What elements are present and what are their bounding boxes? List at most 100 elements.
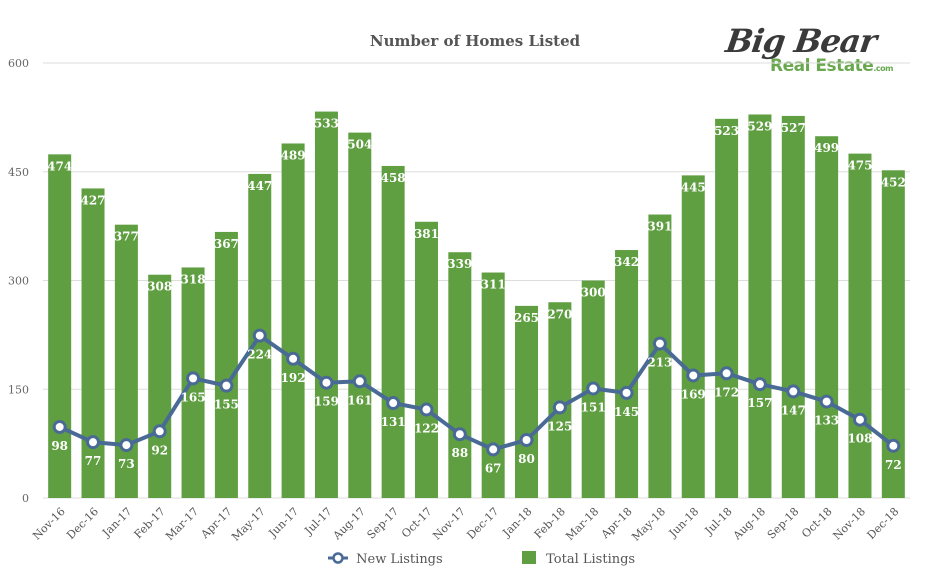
bar-Apr-17	[214, 231, 238, 499]
point-value-label: 169	[681, 387, 706, 401]
bar-Oct-17	[414, 221, 438, 498]
bar-Dec-17	[481, 272, 505, 498]
bar-value-label: 474	[47, 159, 72, 173]
x-tick-label: May-18	[629, 505, 668, 544]
bar-Aug-18	[748, 114, 772, 498]
bar-value-label: 270	[547, 307, 572, 321]
bar-value-label: 367	[214, 237, 239, 251]
point-Feb-18	[552, 400, 567, 415]
bar-value-label: 342	[614, 255, 639, 269]
bar-value-label: 339	[447, 257, 472, 271]
point-value-label: 224	[247, 348, 272, 362]
x-tick-label: Mar-18	[563, 505, 601, 543]
bar-value-label: 527	[781, 121, 806, 135]
bar-value-label: 311	[481, 278, 506, 292]
y-tick-label: 600	[8, 57, 29, 70]
bars-total-listings	[48, 111, 905, 499]
point-value-label: 165	[181, 390, 206, 404]
x-tick-label: Feb-18	[532, 505, 568, 541]
x-tick-label: Apr-18	[598, 505, 635, 542]
legend-total-listings: Total Listings	[522, 551, 635, 567]
point-value-label: 172	[714, 385, 739, 399]
bar-Jan-17	[114, 224, 138, 499]
line-new-listings	[52, 328, 901, 457]
x-tick-label: Aug-17	[330, 505, 368, 543]
point-value-label: 157	[747, 396, 772, 410]
x-tick-label: Apr-17	[198, 505, 235, 542]
big-bear-logo: Big Bear Real Estate.com	[722, 22, 912, 80]
point-value-label: 151	[581, 401, 606, 415]
point-value-label: 131	[381, 415, 406, 429]
chart-title: Number of Homes Listed	[369, 32, 581, 50]
y-tick-label: 150	[8, 383, 29, 396]
x-tick-label: Dec-18	[865, 505, 902, 542]
point-value-label: 77	[85, 454, 102, 468]
bar-Jun-18	[681, 175, 705, 498]
point-Jan-18	[519, 433, 534, 447]
legend-line-marker-icon	[328, 552, 348, 564]
point-value-label: 98	[51, 439, 68, 453]
point-value-label: 213	[647, 356, 672, 370]
bar-value-label: 452	[881, 175, 906, 189]
y-tick-label: 300	[8, 275, 29, 288]
bar-value-label: 391	[647, 220, 672, 234]
point-value-label: 133	[814, 414, 839, 428]
x-tick-label: Feb-17	[132, 505, 168, 541]
point-value-label: 192	[281, 371, 306, 385]
point-Nov-18	[852, 412, 867, 427]
point-value-label: 147	[781, 403, 806, 417]
bar-value-labels: 474 427 377 308 318 367 447 489 533 504 458 381 339 3…	[47, 117, 906, 325]
bar-Dec-16	[81, 188, 105, 499]
bar-Sep-18	[781, 115, 805, 499]
legend-label-total: Total Listings	[546, 552, 636, 567]
x-tick-label: Jan-17	[99, 505, 134, 540]
point-value-label: 67	[485, 461, 502, 475]
legend-bar-swatch-icon	[522, 551, 536, 564]
point-Sep-17	[386, 396, 401, 411]
bar-value-label: 377	[114, 230, 139, 244]
bar-value-label: 523	[714, 124, 739, 138]
y-tick-label: 0	[22, 492, 29, 505]
point-Aug-18	[752, 377, 767, 392]
bar-value-label: 499	[814, 141, 839, 155]
point-value-label: 155	[214, 398, 239, 412]
point-Sep-18	[786, 384, 801, 399]
bar-value-label: 308	[147, 280, 172, 294]
x-tick-label: Mar-17	[163, 505, 201, 543]
bar-Jul-17	[314, 111, 338, 498]
bar-Aug-17	[348, 132, 372, 498]
point-value-label: 73	[118, 457, 135, 471]
point-Mar-18	[586, 381, 601, 396]
point-value-label: 161	[347, 393, 372, 407]
bar-value-label: 447	[247, 179, 272, 193]
bar-Jul-18	[715, 118, 739, 498]
point-Apr-18	[619, 385, 634, 400]
bar-value-label: 318	[181, 272, 206, 286]
bar-value-label: 265	[514, 311, 539, 325]
point-Mar-17	[186, 371, 201, 386]
x-tick-labels: Nov-16Dec-16Jan-17Feb-17Mar-17Apr-17May-…	[30, 505, 901, 544]
legend-label-new: New Listings	[356, 552, 443, 567]
bar-Oct-18	[815, 136, 839, 498]
point-Dec-18	[886, 438, 901, 453]
point-Jul-17	[319, 375, 334, 390]
bar-Nov-16	[48, 154, 72, 498]
point-Oct-18	[819, 394, 834, 409]
x-tick-label: Nov-17	[430, 505, 468, 543]
bar-Sep-17	[381, 165, 405, 498]
bar-value-label: 427	[80, 193, 105, 207]
point-value-label: 80	[518, 452, 535, 466]
bar-value-label: 300	[581, 286, 606, 300]
point-value-label: 125	[547, 419, 572, 433]
x-tick-label: Aug-18	[730, 505, 768, 543]
bar-value-label: 381	[414, 227, 439, 241]
point-value-label: 122	[414, 422, 439, 436]
point-value-label: 72	[885, 458, 902, 472]
point-value-label: 159	[314, 395, 339, 409]
bar-Apr-18	[615, 250, 639, 498]
point-Jan-17	[119, 438, 134, 453]
bar-value-label: 475	[847, 159, 872, 173]
x-tick-label: Jun-18	[666, 505, 702, 541]
point-May-17	[252, 328, 267, 343]
